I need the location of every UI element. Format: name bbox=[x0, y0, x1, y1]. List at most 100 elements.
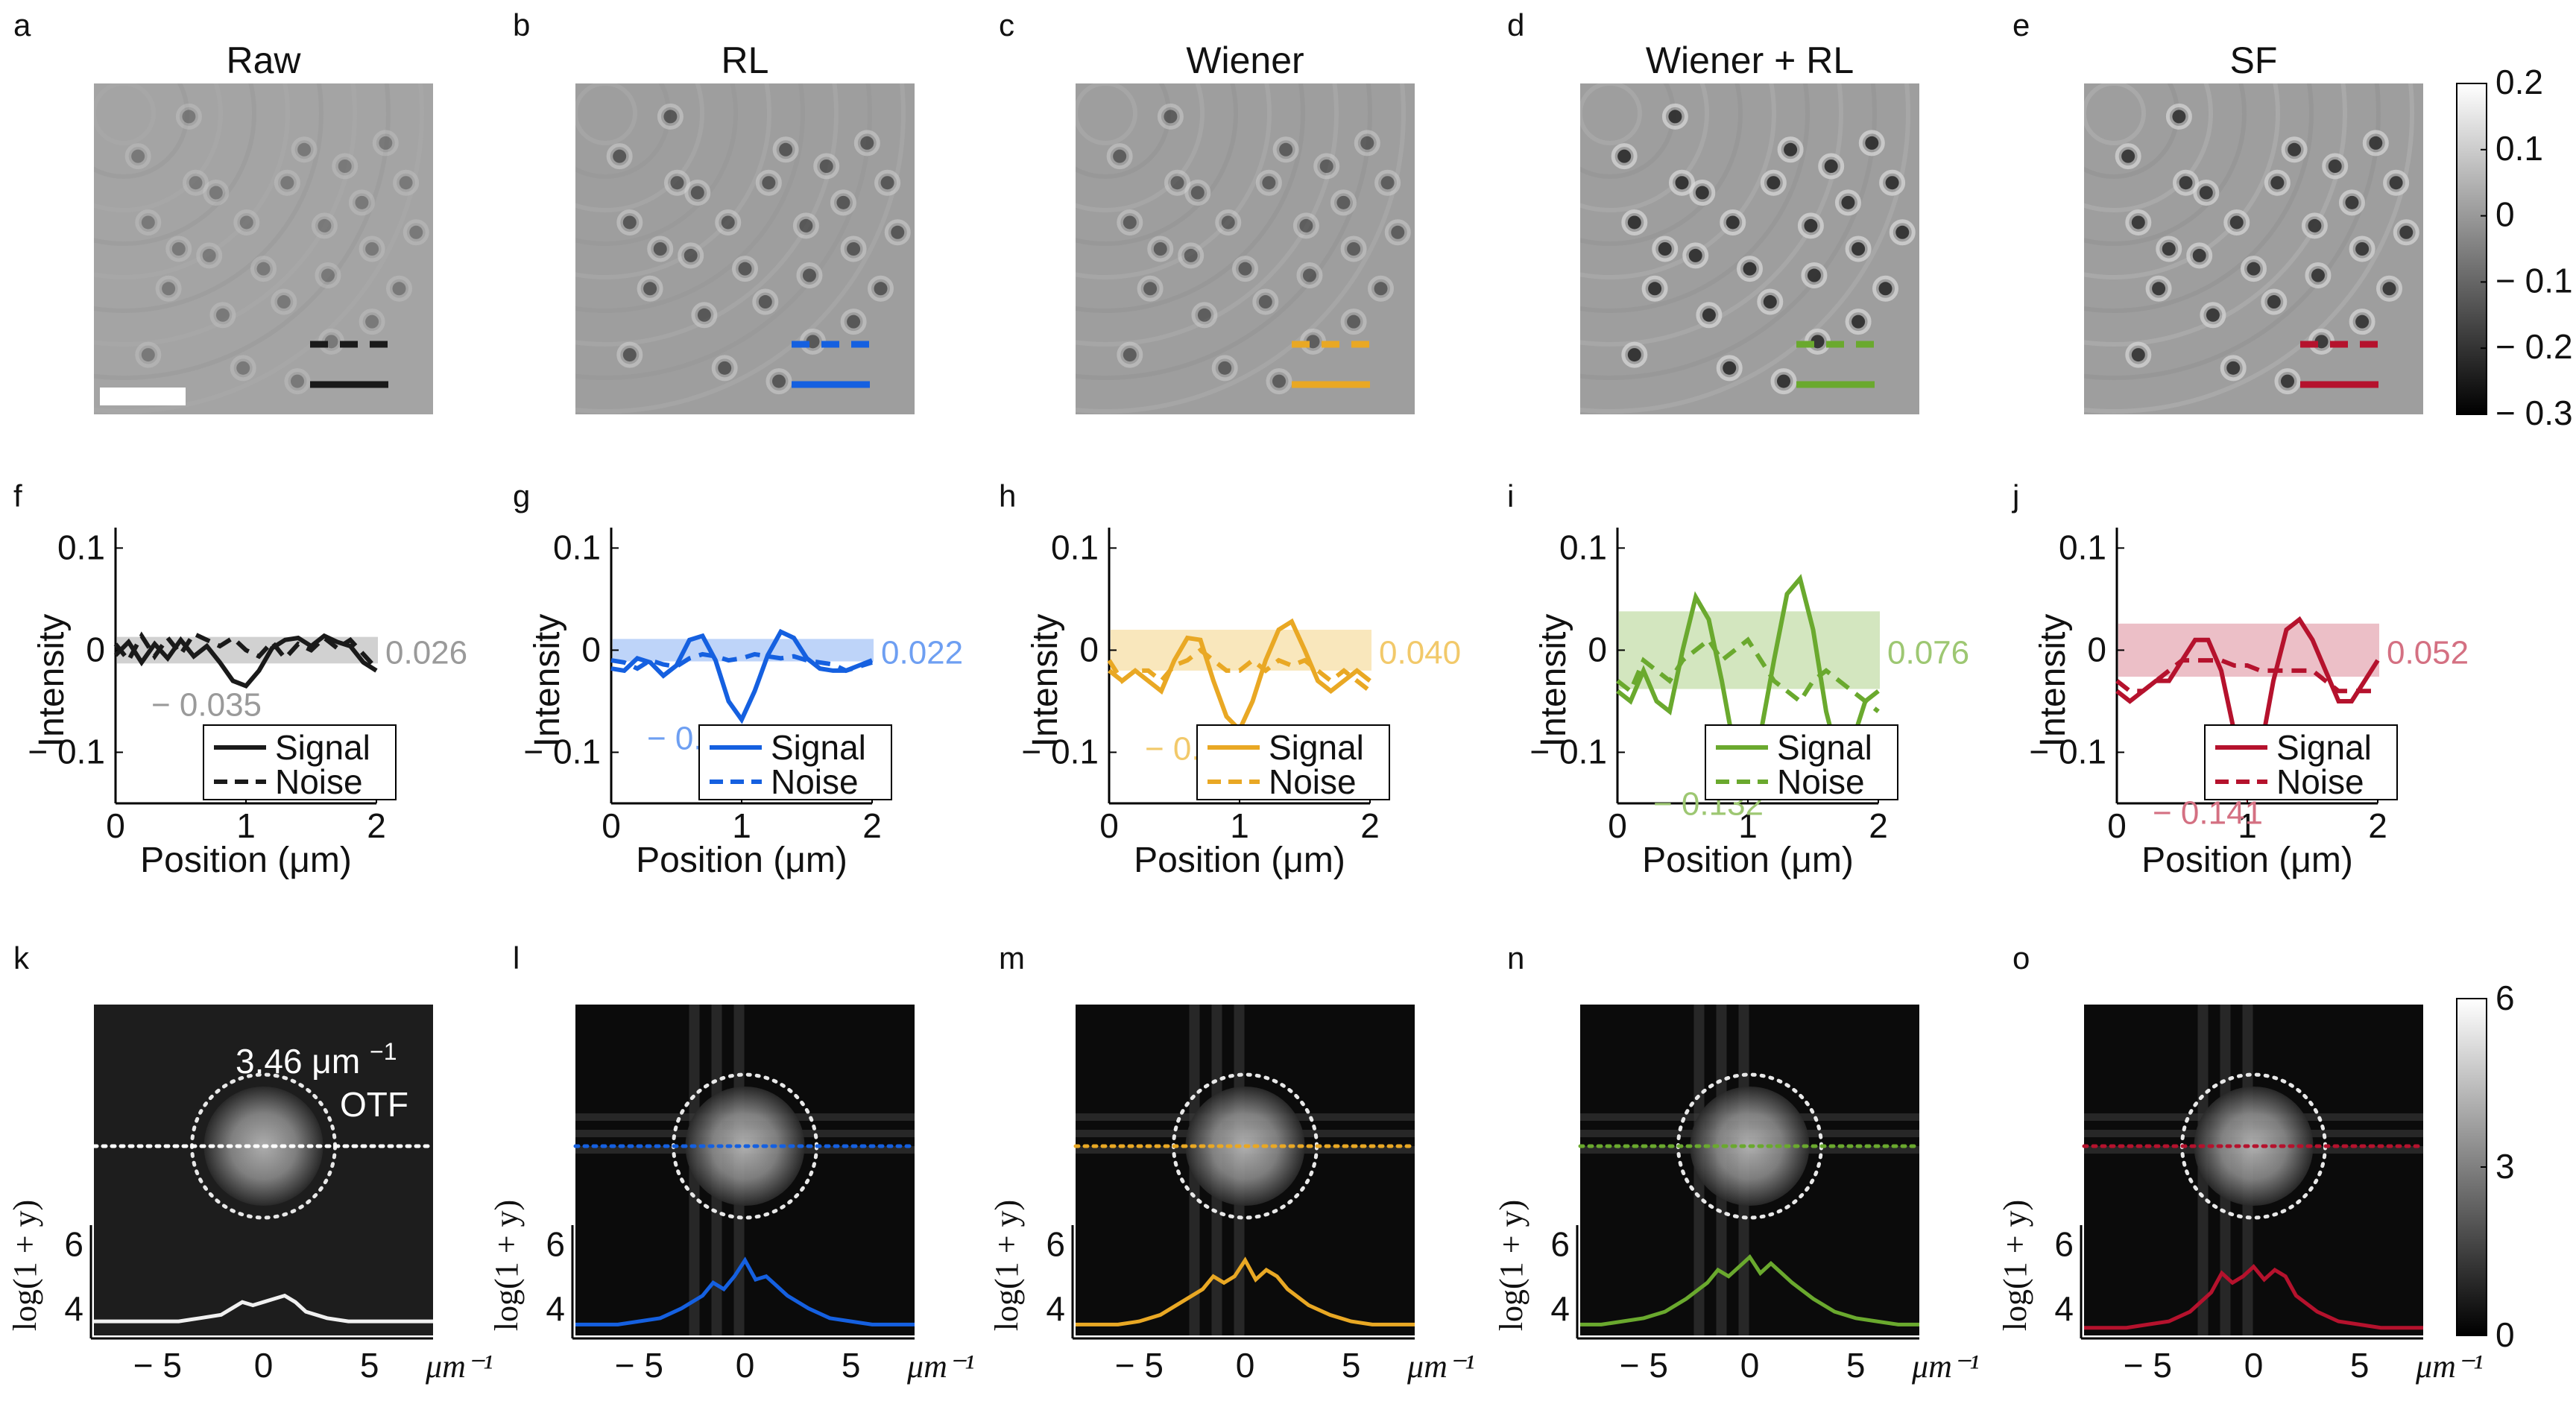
particle-ring bbox=[2322, 153, 2349, 180]
image-background bbox=[94, 83, 433, 414]
particle-ring bbox=[2125, 341, 2152, 368]
particle-ring bbox=[230, 355, 256, 382]
y-tick-label: 0.1 bbox=[553, 528, 601, 566]
particle bbox=[1143, 282, 1158, 296]
particle-ring bbox=[1641, 275, 1668, 302]
particle-ring bbox=[175, 103, 202, 130]
panel-letter: a bbox=[13, 7, 31, 42]
particle bbox=[663, 110, 678, 124]
particle-ring bbox=[616, 341, 643, 368]
particle bbox=[1675, 176, 1689, 190]
particle-ring bbox=[135, 341, 162, 368]
particle bbox=[182, 110, 196, 124]
particle-ring bbox=[2349, 235, 2375, 262]
spectrum-y-tick-label: 4 bbox=[546, 1289, 565, 1328]
particle bbox=[1726, 215, 1740, 230]
particle-ring bbox=[684, 180, 711, 206]
x-tick-label: 2 bbox=[1360, 806, 1380, 845]
legend-signal-label: Signal bbox=[1269, 728, 1364, 767]
particle bbox=[171, 242, 186, 256]
particle-ring bbox=[1296, 262, 1323, 289]
particle-ring bbox=[1211, 355, 1238, 382]
y-axis-label: Intensity bbox=[1026, 614, 1065, 747]
legend-signal-label: Signal bbox=[771, 728, 866, 767]
particle bbox=[1360, 136, 1374, 150]
particle-ring bbox=[1845, 309, 1872, 335]
image-panel-2: b RL bbox=[513, 7, 915, 414]
particle-ring bbox=[1215, 209, 1242, 235]
colorbar-tick-label: − 0.2 bbox=[2496, 327, 2573, 366]
particle bbox=[1723, 361, 1737, 375]
particle bbox=[2270, 176, 2285, 190]
x-axis-label: Position (μm) bbox=[636, 841, 847, 880]
panel-title: Wiener bbox=[1186, 39, 1304, 81]
y-tick-label: 0 bbox=[1079, 630, 1099, 668]
particle-ring bbox=[183, 169, 209, 196]
y-axis-label: Intensity bbox=[2033, 614, 2073, 747]
particle-ring bbox=[315, 262, 341, 289]
particle bbox=[847, 314, 861, 329]
noise-std-label: 0.076 bbox=[1887, 634, 1969, 671]
particle-ring bbox=[1818, 153, 1845, 180]
y-tick-label: 0 bbox=[2087, 630, 2106, 668]
particle-ring bbox=[2362, 130, 2389, 156]
particle-ring bbox=[1611, 143, 1638, 170]
image-ripple bbox=[94, 83, 391, 380]
particle bbox=[2399, 225, 2414, 239]
colorbar-tick-label: 3 bbox=[2496, 1147, 2515, 1186]
particle-ring bbox=[840, 235, 867, 262]
legend-signal-label: Signal bbox=[2276, 728, 2372, 767]
particle-ring bbox=[1374, 169, 1401, 196]
image-ripple bbox=[2084, 83, 2247, 246]
particle bbox=[1878, 282, 1892, 296]
particle-ring bbox=[2220, 355, 2247, 382]
particle bbox=[819, 159, 833, 173]
particle bbox=[2281, 374, 2294, 388]
image-ripple bbox=[1580, 83, 1709, 212]
particle-ring bbox=[2376, 275, 2402, 302]
particle-ring bbox=[664, 169, 690, 196]
particle bbox=[613, 149, 627, 163]
particle-ring bbox=[386, 275, 412, 302]
particle-ring bbox=[1872, 275, 1898, 302]
noise-line bbox=[1616, 636, 1880, 714]
particle-ring bbox=[2145, 275, 2172, 302]
spectrum-panel-1: k 3.46 μm −1 OTF 6 4 − 5 0 5 μm⁻¹ log(1 + y) bbox=[7, 940, 493, 1385]
particle bbox=[256, 262, 271, 276]
particle-ring bbox=[1879, 169, 1906, 196]
x-tick-label: 2 bbox=[1869, 806, 1888, 845]
spectrum-x-tick-label: − 5 bbox=[615, 1346, 663, 1385]
particle bbox=[1648, 282, 1662, 296]
y-axis-label: Intensity bbox=[528, 614, 567, 747]
x-axis-label: Position (μm) bbox=[1642, 841, 1854, 880]
image-ripple bbox=[1076, 83, 1372, 380]
particle bbox=[836, 195, 850, 209]
panel-letter: g bbox=[513, 478, 530, 513]
legend-box bbox=[2204, 724, 2398, 800]
legend-box bbox=[698, 724, 892, 800]
panel-title: RL bbox=[722, 39, 769, 81]
signal-min-label: − 0.141 bbox=[2153, 795, 2263, 832]
spectrum-x-unit: μm⁻¹ bbox=[2415, 1348, 2483, 1385]
particle bbox=[297, 142, 312, 156]
particle bbox=[2345, 195, 2359, 209]
image-ripple bbox=[94, 83, 256, 246]
spectrum-x-tick-label: 5 bbox=[2350, 1346, 2370, 1385]
particle-ring bbox=[1178, 242, 1205, 269]
spectrum-colorbar: 6 3 0 bbox=[2456, 978, 2515, 1354]
particle-ring bbox=[2281, 136, 2308, 163]
particle-ring bbox=[271, 288, 297, 315]
image-ripple bbox=[1580, 83, 1776, 279]
y-tick-label: − 0.1 bbox=[1530, 732, 1607, 771]
particle bbox=[1807, 268, 1821, 282]
legend-noise-label: Noise bbox=[771, 762, 859, 801]
spectrum-y-tick-label: 4 bbox=[64, 1289, 83, 1328]
spectrum-y-axis-label: log(1 + y) bbox=[1997, 1200, 2033, 1331]
particle bbox=[141, 215, 155, 230]
particle bbox=[1123, 215, 1137, 230]
particle-ring bbox=[284, 368, 311, 395]
y-tick-label: 0.1 bbox=[57, 528, 105, 566]
image-ripple bbox=[1076, 83, 1305, 313]
particle-ring bbox=[1621, 341, 1648, 368]
